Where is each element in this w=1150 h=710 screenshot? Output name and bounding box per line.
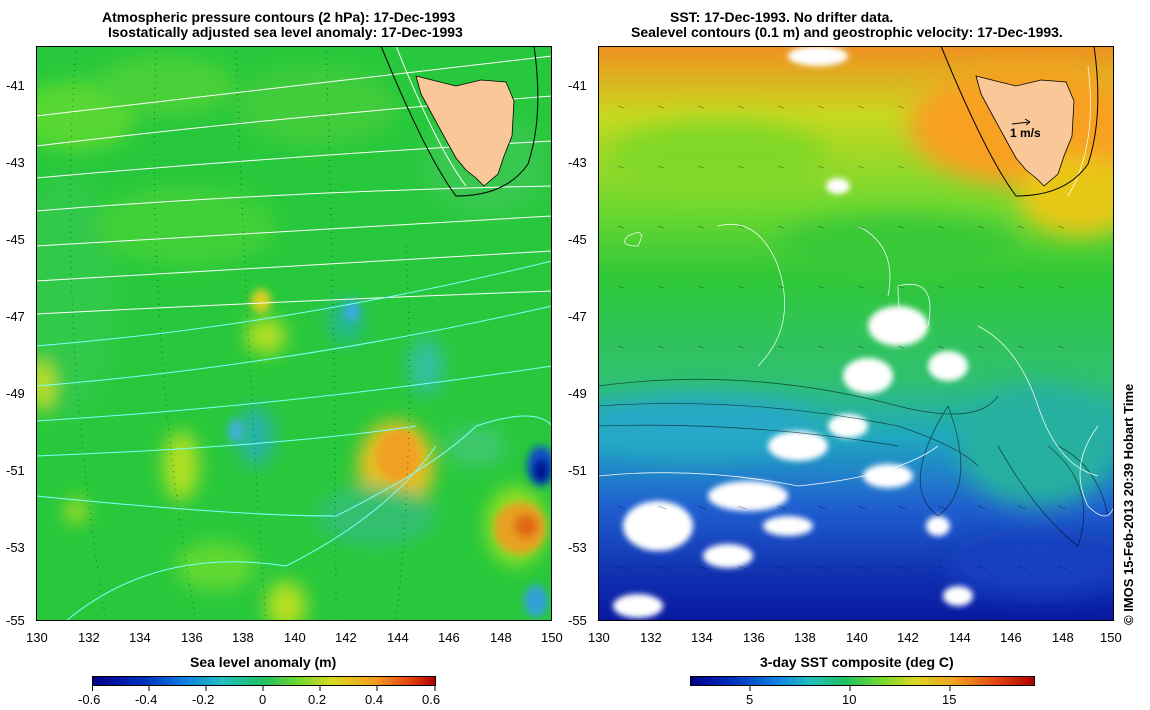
lon-tick-label: 140 xyxy=(846,630,868,645)
left-colorbar-title: Sea level anomaly (m) xyxy=(190,654,337,670)
lat-tick-label: -45 xyxy=(568,232,587,247)
colorbar-tick-label: 5 xyxy=(746,692,754,707)
colorbar-tick-label: 0.6 xyxy=(422,692,441,707)
colorbar-tick-label: -0.4 xyxy=(135,692,158,707)
lon-tick-label: 142 xyxy=(335,630,357,645)
lon-tick-label: 132 xyxy=(78,630,100,645)
lon-tick-label: 138 xyxy=(794,630,816,645)
right-title-line1: SST: 17-Dec-1993. No drifter data. xyxy=(670,9,894,25)
lon-tick-label: 138 xyxy=(232,630,254,645)
lat-tick-label: -55 xyxy=(6,613,25,628)
tasmania-landmass xyxy=(975,75,1075,187)
sea-level-anomaly-field xyxy=(36,46,552,621)
lat-tick-label: -41 xyxy=(6,78,25,93)
lat-tick-label: -47 xyxy=(568,309,587,324)
right-colorbar-title: 3-day SST composite (deg C) xyxy=(760,654,954,670)
tasmania-landmass xyxy=(415,75,515,187)
lat-tick-label: -53 xyxy=(6,540,25,555)
left-colorbar-ticks xyxy=(92,686,436,691)
lon-tick-label: 146 xyxy=(1000,630,1022,645)
lat-tick-label: -55 xyxy=(568,613,587,628)
lon-tick-label: 142 xyxy=(897,630,919,645)
lat-tick-label: -43 xyxy=(568,155,587,170)
lon-tick-label: 144 xyxy=(387,630,409,645)
lon-tick-label: 150 xyxy=(541,630,563,645)
lon-tick-label: 146 xyxy=(438,630,460,645)
sea-level-anomaly-map xyxy=(36,46,552,621)
lon-tick-label: 148 xyxy=(1052,630,1074,645)
lon-tick-label: 136 xyxy=(181,630,203,645)
right-map-frame xyxy=(598,46,1114,621)
colorbar-tick-label: 15 xyxy=(942,692,957,707)
lat-tick-label: -53 xyxy=(568,540,587,555)
left-map-frame xyxy=(36,46,552,621)
velocity-scale-label: 1 m/s xyxy=(1010,126,1041,140)
lat-tick-label: -49 xyxy=(568,386,587,401)
lon-tick-label: 144 xyxy=(949,630,971,645)
sst-map: 1 m/s xyxy=(598,46,1114,621)
lon-tick-label: 132 xyxy=(640,630,662,645)
colorbar-tick-label: 0.2 xyxy=(308,692,327,707)
lat-tick-label: -41 xyxy=(568,78,587,93)
lat-tick-label: -43 xyxy=(6,155,25,170)
colorbar-tick-label: -0.6 xyxy=(78,692,101,707)
lat-tick-label: -51 xyxy=(6,463,25,478)
sea-level-colorbar xyxy=(92,676,436,686)
colorbar-tick-label: -0.2 xyxy=(192,692,215,707)
lon-tick-label: 134 xyxy=(691,630,713,645)
imos-credit: © IMOS 15-Feb-2013 20:39 Hobart Time xyxy=(1121,383,1136,625)
lon-tick-label: 136 xyxy=(743,630,765,645)
lon-tick-label: 140 xyxy=(284,630,306,645)
left-title-line1: Atmospheric pressure contours (2 hPa): 1… xyxy=(102,9,456,25)
lat-tick-label: -49 xyxy=(6,386,25,401)
lat-tick-label: -45 xyxy=(6,232,25,247)
sst-field xyxy=(598,46,1114,621)
lat-tick-label: -51 xyxy=(568,463,587,478)
sst-colorbar xyxy=(690,676,1035,686)
velocity-scale-arrow xyxy=(1011,118,1031,126)
colorbar-tick-label: 0 xyxy=(259,692,267,707)
lon-tick-label: 134 xyxy=(129,630,151,645)
lon-tick-label: 148 xyxy=(490,630,512,645)
right-title-line2: Sealevel contours (0.1 m) and geostrophi… xyxy=(631,24,1063,40)
left-title-line2: Isostatically adjusted sea level anomaly… xyxy=(108,24,463,40)
right-colorbar-ticks xyxy=(749,686,951,691)
lat-tick-label: -47 xyxy=(6,309,25,324)
lon-tick-label: 130 xyxy=(588,630,610,645)
lon-tick-label: 130 xyxy=(26,630,48,645)
colorbar-tick-label: 0.4 xyxy=(365,692,384,707)
colorbar-tick-label: 10 xyxy=(842,692,857,707)
lon-tick-label: 150 xyxy=(1100,630,1122,645)
